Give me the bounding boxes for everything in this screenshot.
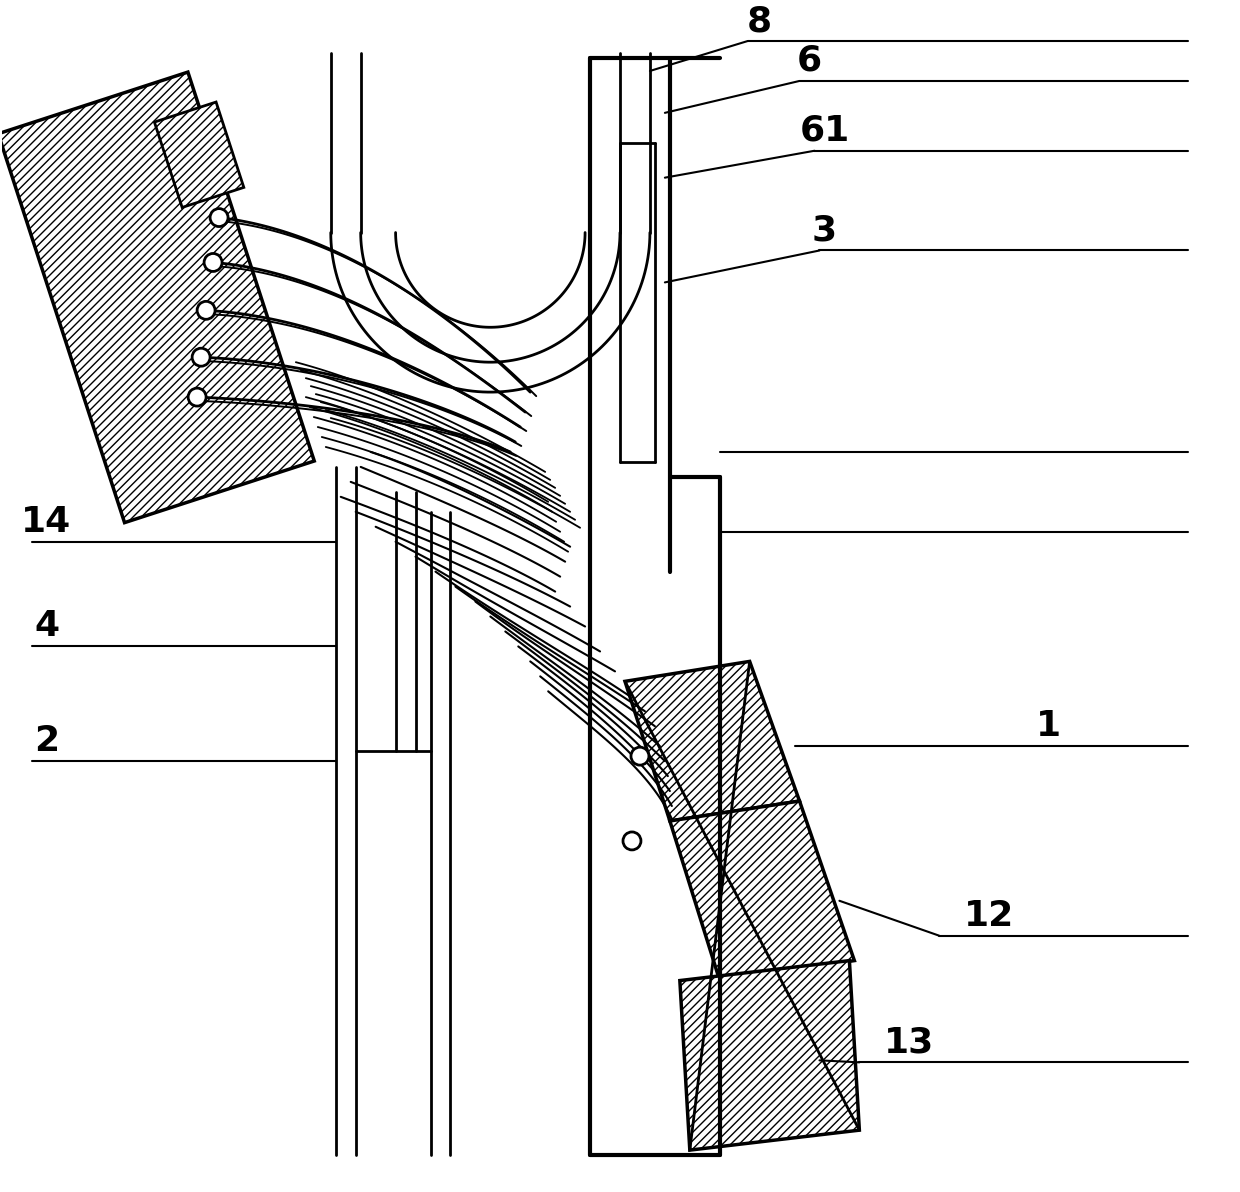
- Circle shape: [631, 747, 649, 765]
- Text: 61: 61: [800, 113, 849, 148]
- Polygon shape: [0, 72, 314, 522]
- Circle shape: [205, 254, 222, 272]
- Text: 8: 8: [746, 4, 773, 38]
- Circle shape: [188, 389, 206, 406]
- Text: 2: 2: [33, 725, 60, 758]
- Polygon shape: [625, 662, 800, 821]
- Text: 4: 4: [33, 609, 60, 644]
- Circle shape: [192, 348, 210, 366]
- Circle shape: [622, 832, 641, 850]
- Text: 13: 13: [884, 1025, 935, 1060]
- Text: 12: 12: [963, 899, 1014, 932]
- Text: 3: 3: [812, 213, 837, 248]
- Text: 1: 1: [1037, 709, 1061, 744]
- Polygon shape: [155, 103, 244, 207]
- Polygon shape: [670, 801, 854, 981]
- Text: 14: 14: [21, 504, 72, 539]
- Text: 6: 6: [797, 44, 822, 77]
- Circle shape: [197, 302, 215, 319]
- Circle shape: [210, 209, 228, 226]
- Polygon shape: [680, 961, 859, 1150]
